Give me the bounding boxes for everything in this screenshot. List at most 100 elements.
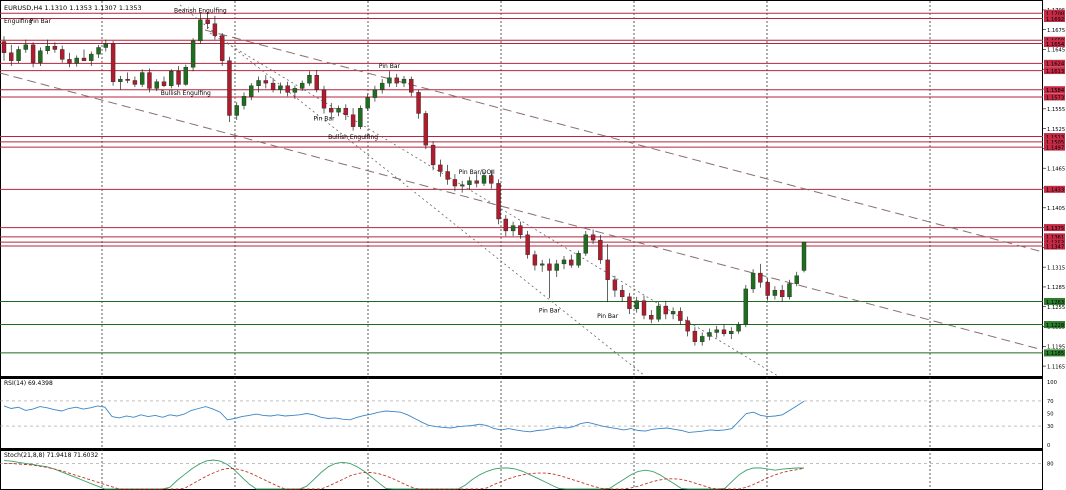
resistance-level-label: 1.1497 xyxy=(1046,145,1064,151)
candle-body xyxy=(23,44,29,50)
candle-body xyxy=(379,82,385,90)
price-tick-label: 1.1675 xyxy=(1047,28,1065,34)
candle-body xyxy=(249,85,254,97)
candle-body xyxy=(641,300,647,316)
candle-body xyxy=(779,290,785,298)
candle-body xyxy=(263,80,269,84)
candle-body xyxy=(525,234,530,255)
candle-body xyxy=(510,225,516,232)
candle-body xyxy=(430,144,436,166)
candle-body xyxy=(103,43,109,48)
resistance-level-tag xyxy=(1044,14,1065,22)
resistance-level-tag xyxy=(1044,40,1065,48)
resistance-level-label: 1.1361 xyxy=(1046,235,1064,241)
candle-body xyxy=(45,45,50,51)
candlesticks xyxy=(1,11,807,346)
candle-body xyxy=(219,35,225,61)
main-panel-frame xyxy=(0,0,1043,377)
candle-body xyxy=(299,82,305,89)
candle-body xyxy=(765,282,770,296)
pattern-annotation: Bullish Engulfing xyxy=(161,90,211,97)
candle-body xyxy=(750,272,756,290)
pattern-annotation: Pin Bar xyxy=(539,308,561,315)
rsi-indicator: 100 70 50 30 0 xyxy=(0,380,1057,449)
candle-body xyxy=(503,218,509,232)
candle-body xyxy=(190,40,196,68)
support-level-tag xyxy=(1044,349,1065,357)
stoch-label: Stoch(21,8,8) 71.9418 71.6032 xyxy=(4,452,98,459)
candle-body xyxy=(605,259,610,280)
candle-body xyxy=(518,225,523,236)
candle-body xyxy=(721,329,727,334)
stoch-panel-frame xyxy=(0,450,1043,490)
candle-body xyxy=(532,254,538,266)
pattern-annotation: Bearish Engulfing xyxy=(174,8,227,15)
candle-body xyxy=(736,324,741,332)
candle-body xyxy=(161,81,167,86)
candle-body xyxy=(539,263,545,266)
candle-body xyxy=(481,175,487,184)
candle-body xyxy=(707,332,712,337)
pattern-annotation: Pin Bar xyxy=(30,18,52,25)
candle-body xyxy=(561,259,567,265)
candle-body xyxy=(612,279,618,291)
rsi-tick-label: 0 xyxy=(1047,443,1050,449)
resistance-level-tag xyxy=(1044,224,1065,232)
support-level-label: 1.1185 xyxy=(1046,351,1064,357)
candle-body xyxy=(772,290,778,296)
candle-body xyxy=(590,234,596,241)
trend-channel-lines xyxy=(0,4,1044,377)
candle-body xyxy=(401,78,407,84)
candle-body xyxy=(569,259,574,266)
resistance-level-label: 1.1375 xyxy=(1046,226,1064,232)
resistance-level-tag xyxy=(1044,185,1065,193)
stoch-main-line xyxy=(3,459,804,490)
price-tick-label: 1.1255 xyxy=(1047,305,1065,311)
stoch-signal-line xyxy=(4,462,805,490)
candle-body xyxy=(714,329,719,333)
candle-body xyxy=(336,107,341,113)
price-tick-label: 1.1645 xyxy=(1047,48,1065,54)
candle-body xyxy=(38,50,43,63)
candle-body xyxy=(154,81,159,89)
resistance-level-label: 1.1692 xyxy=(1046,17,1064,23)
chart-header: EURUSD,H4 1.1310 1.1353 1.1307 1.1353 xyxy=(4,4,142,12)
candle-body xyxy=(619,290,625,298)
resistance-level-tag xyxy=(1044,138,1065,146)
candle-body xyxy=(634,300,639,309)
candle-body xyxy=(372,89,378,98)
resistance-level-label: 1.1700 xyxy=(1046,11,1064,17)
price-tick-label: 1.1285 xyxy=(1047,285,1065,291)
price-tick-label: 1.1315 xyxy=(1047,265,1065,271)
resistance-level-label: 1.1433 xyxy=(1046,188,1064,194)
resistance-level-label: 1.1505 xyxy=(1046,140,1064,146)
candle-body xyxy=(67,59,72,64)
candle-body xyxy=(649,315,654,320)
candle-body xyxy=(343,107,349,115)
candle-body xyxy=(270,82,276,90)
trendline-dotted-2 xyxy=(209,32,779,377)
candle-body xyxy=(241,96,247,106)
candle-body xyxy=(729,330,734,334)
candle-body xyxy=(350,114,356,127)
rsi-label: RSI(14) 69.4398 xyxy=(4,380,53,387)
candle-body xyxy=(438,164,443,172)
support-level-tag xyxy=(1044,321,1065,329)
pattern-annotation: Pin Bar/DOJI xyxy=(459,169,495,176)
candle-body xyxy=(212,23,218,36)
resistance-level-tag xyxy=(1044,9,1065,17)
price-tick-label: 1.1165 xyxy=(1047,364,1065,370)
resistance-level-tag xyxy=(1044,233,1065,241)
rsi-tick-label: 50 xyxy=(1047,412,1054,418)
stoch-tick-label: 80 xyxy=(1047,461,1054,467)
price-tick-label: 1.1465 xyxy=(1047,166,1065,172)
pattern-annotation: Bullish Engulfing xyxy=(328,134,378,141)
candle-body xyxy=(74,57,79,64)
candle-body xyxy=(627,296,632,309)
candle-body xyxy=(118,78,123,82)
candle-body xyxy=(670,311,676,315)
support-level-label: 1.1228 xyxy=(1046,323,1064,329)
candle-body xyxy=(758,272,763,283)
support-level-tag xyxy=(1044,297,1065,305)
resistance-level-label: 1.1624 xyxy=(1046,62,1065,68)
